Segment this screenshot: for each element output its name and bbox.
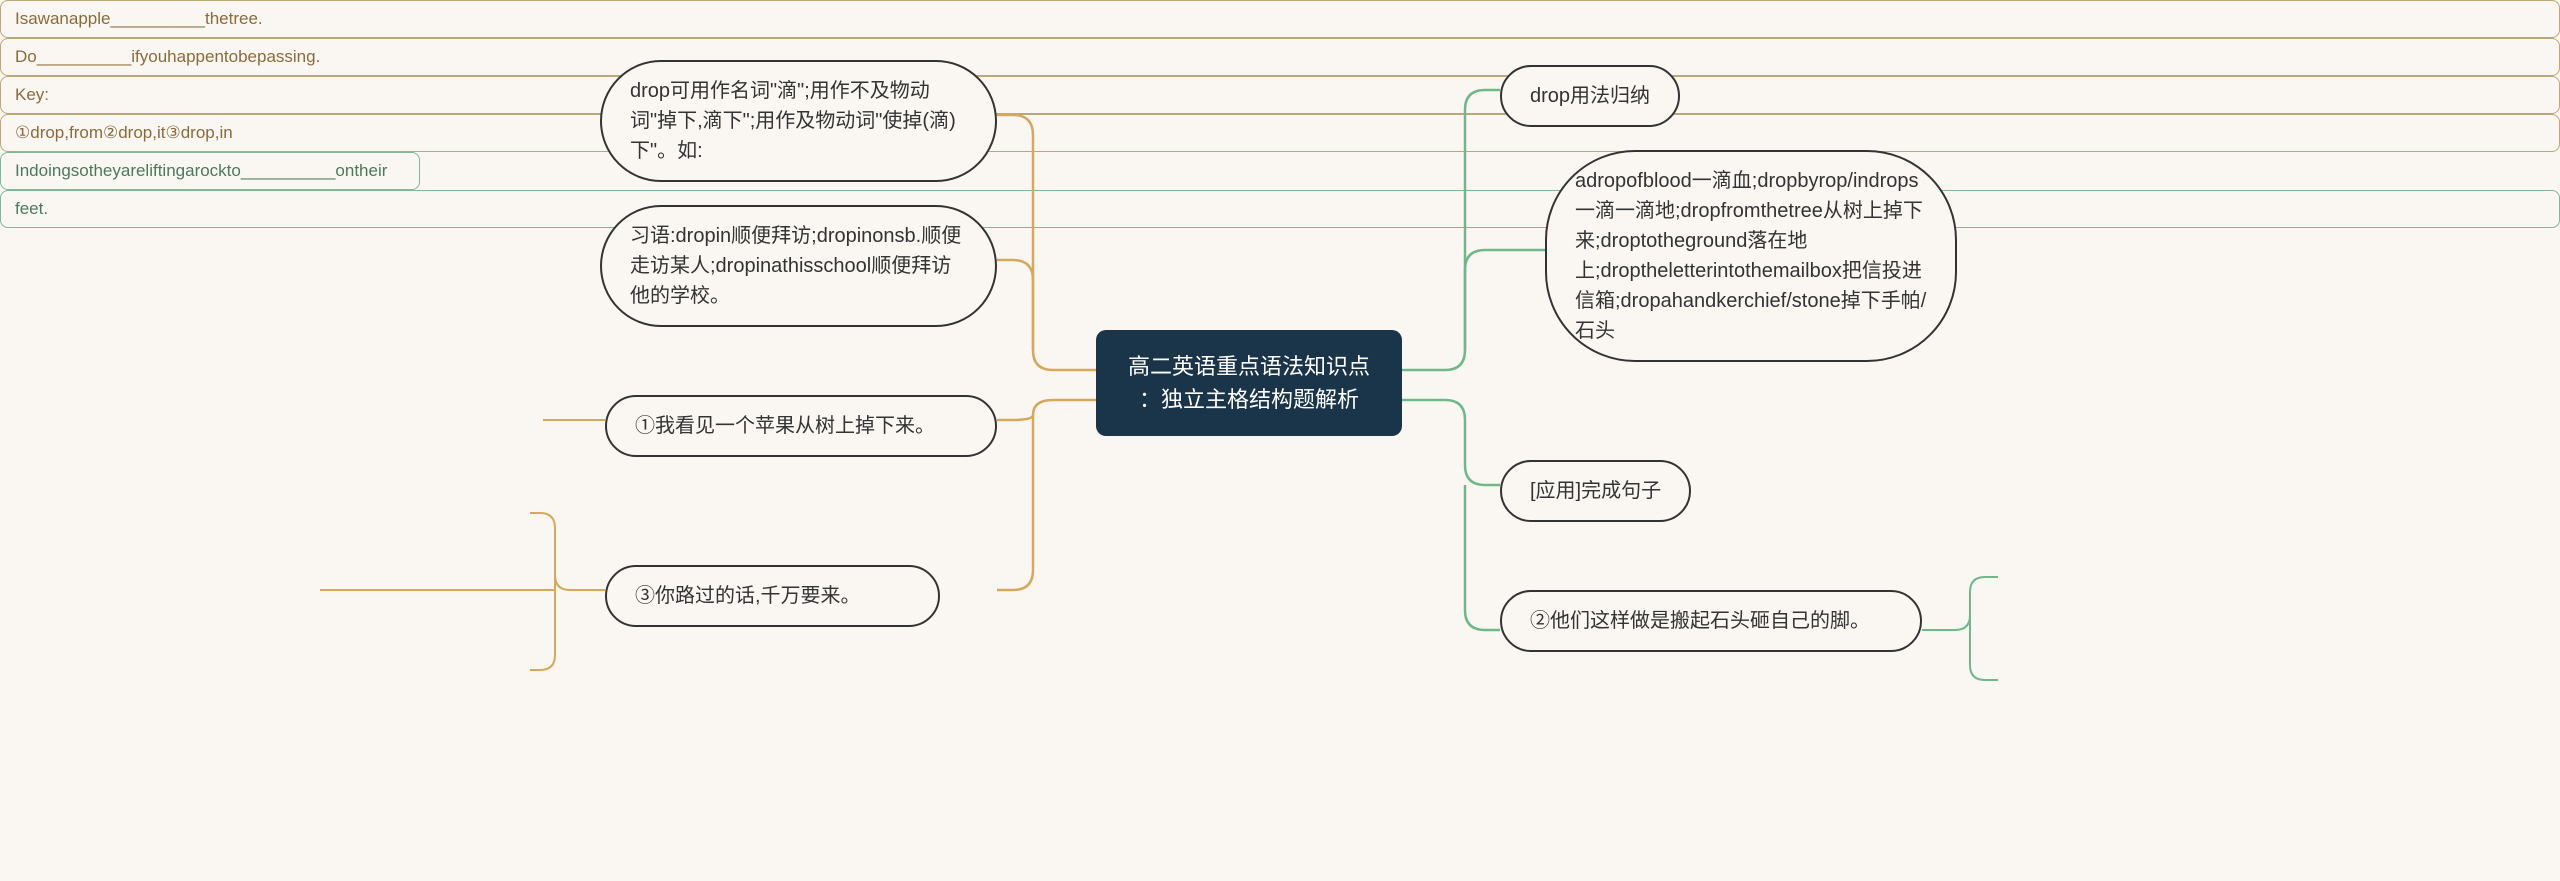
center-node: 高二英语重点语法知识点 ：独立主格结构题解析 xyxy=(1096,330,1402,436)
left-node-2: 习语:dropin顺便拜访;dropinonsb.顺便走访某人;dropinat… xyxy=(600,205,997,327)
left-node-3: ①我看见一个苹果从树上掉下来。 xyxy=(605,395,997,457)
right-node-3: [应用]完成句子 xyxy=(1500,460,1691,522)
right-node-4: ②他们这样做是搬起石头砸自己的脚。 xyxy=(1500,590,1922,652)
right-node-1: drop用法归纳 xyxy=(1500,65,1680,127)
left-leaf-2: Do__________ifyouhappentobepassing. xyxy=(0,38,2560,76)
center-line2: ：独立主格结构题解析 xyxy=(1124,383,1374,416)
left-node-1: drop可用作名词"滴";用作不及物动词"掉下,滴下";用作及物动词"使掉(滴)… xyxy=(600,60,997,182)
left-node-4: ③你路过的话,千万要来。 xyxy=(605,565,940,627)
left-leaf-3: Key: xyxy=(0,76,2560,114)
left-leaf-4: ①drop,from②drop,it③drop,in xyxy=(0,114,2560,152)
right-node-2: adropofblood一滴血;dropbyrop/indrops一滴一滴地;d… xyxy=(1545,150,1957,362)
center-line1: 高二英语重点语法知识点 xyxy=(1124,350,1374,383)
right-leaf-1: Indoingsotheyareliftingarockto__________… xyxy=(0,152,420,190)
right-leaf-2: feet. xyxy=(0,190,2560,228)
left-leaf-1: Isawanapple__________thetree. xyxy=(0,0,2560,38)
